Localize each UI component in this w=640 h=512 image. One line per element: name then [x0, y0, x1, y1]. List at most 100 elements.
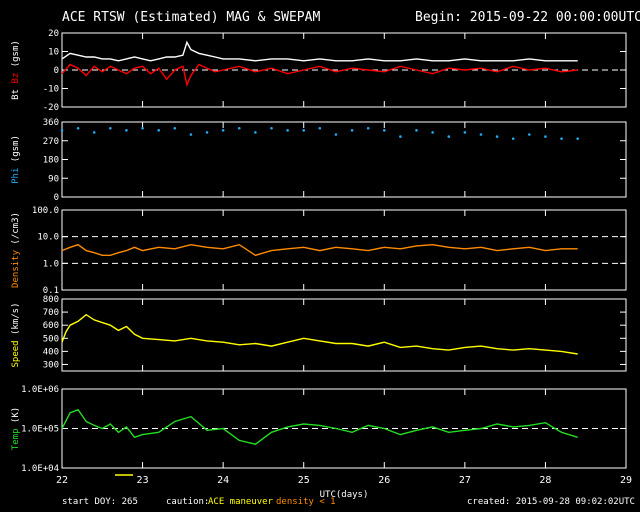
- y-tick-label: 1.0E+05: [21, 425, 59, 435]
- data-point: [544, 135, 547, 138]
- y-tick-label: 0: [54, 66, 59, 76]
- y-tick-label: 0.1: [43, 286, 59, 296]
- data-point: [463, 131, 467, 134]
- y-axis-label-part: Temp: [11, 429, 21, 451]
- x-tick-label: 27: [459, 475, 471, 486]
- data-point: [382, 129, 386, 132]
- y-axis-label-part: (/cm3): [11, 212, 21, 250]
- y-axis-label: Speed (km/s): [11, 302, 21, 367]
- data-point: [528, 133, 531, 136]
- y-tick-label: 90: [48, 174, 59, 184]
- data-point: [270, 126, 273, 130]
- y-tick-label: 1.0: [43, 259, 59, 269]
- data-point: [173, 126, 177, 130]
- x-tick-label: 25: [298, 475, 310, 486]
- data-point: [350, 129, 354, 132]
- data-point: [189, 133, 193, 136]
- data-point: [479, 133, 483, 136]
- data-point: [237, 126, 241, 130]
- panel-speed: 800 700 600 500 400 300 Speed (km/s): [11, 295, 627, 372]
- data-point: [254, 131, 257, 134]
- y-tick-label: 10.0: [37, 233, 59, 243]
- x-tick-label: 29: [620, 475, 632, 486]
- data-point: [560, 137, 563, 140]
- y-tick-label: 1.0E+04: [21, 464, 59, 474]
- y-tick-label: 500: [43, 334, 59, 344]
- y-tick-label: 0: [54, 193, 59, 203]
- x-axis-label: UTC(days): [320, 490, 369, 500]
- chart-title: ACE RTSW (Estimated) MAG & SWEPAM: [62, 10, 321, 25]
- y-tick-label: 800: [43, 295, 59, 305]
- y-tick-label: 10: [48, 48, 59, 58]
- data-point: [366, 126, 370, 130]
- data-point: [495, 135, 499, 138]
- data-point: [431, 131, 434, 134]
- data-series-speed: [61, 313, 578, 355]
- data-point: [60, 129, 64, 132]
- data-point: [205, 131, 209, 134]
- panel-frame: [61, 121, 627, 198]
- y-tick-label: 100.0: [32, 206, 59, 216]
- y-tick-label: 360: [43, 118, 59, 128]
- data-point: [576, 137, 579, 140]
- x-tick-label: 23: [137, 475, 149, 486]
- y-axis-label-part: (gsm): [11, 135, 21, 168]
- y-axis-label: Density (/cm3): [11, 212, 21, 288]
- data-point: [141, 126, 144, 130]
- y-tick-label: 300: [43, 360, 59, 370]
- data-point: [109, 126, 112, 130]
- y-axis-label-part: Bt: [11, 89, 21, 100]
- panel-magnetic-field: 20 10 0 -10 -20 Bt Bz (gsm): [11, 29, 627, 113]
- panel-phi: 360 270 180 90 0 Phi (gsm): [11, 118, 627, 203]
- created-time: created: 2015-09-28 09:02:02UTC: [467, 497, 635, 507]
- y-axis-label-part: Speed: [11, 340, 21, 367]
- x-tick-label: 28: [539, 475, 551, 486]
- data-point: [286, 129, 289, 132]
- data-point: [302, 129, 306, 132]
- x-tick-label: 24: [217, 475, 229, 486]
- y-axis-label-part: Density: [11, 249, 21, 288]
- y-axis-label-part: Phi: [11, 168, 21, 184]
- y-axis-label: Phi (gsm): [11, 135, 21, 184]
- y-axis-label: Temp (K): [11, 407, 21, 450]
- x-tick-label: 22: [56, 475, 68, 486]
- y-tick-label: 600: [43, 321, 59, 331]
- y-axis-label-part: (gsm): [11, 40, 21, 73]
- y-tick-label: 1.0E+06: [21, 385, 59, 395]
- y-tick-label: -20: [43, 103, 59, 113]
- y-tick-label: 20: [48, 29, 59, 39]
- data-point: [318, 126, 322, 130]
- maneuver-label: ACE maneuver: [208, 497, 274, 507]
- y-tick-label: 270: [43, 137, 59, 147]
- data-series-bt: [61, 40, 578, 62]
- data-point: [157, 129, 160, 132]
- data-point: [447, 135, 451, 138]
- panel-frame: [61, 298, 627, 372]
- x-tick-label: 26: [378, 475, 390, 486]
- density-caution-label: density < 1: [276, 497, 336, 507]
- y-axis-label-part: (km/s): [11, 302, 21, 340]
- data-point: [221, 129, 225, 132]
- panel-temperature: 1.0E+06 1.0E+05 1.0E+04 Temp (K) 22 23 24 25 26 2…: [11, 385, 632, 500]
- data-point: [125, 129, 128, 132]
- y-tick-label: 400: [43, 347, 59, 357]
- caution-label: caution:: [166, 497, 210, 507]
- data-point: [399, 135, 402, 138]
- data-point: [76, 126, 80, 130]
- y-tick-label: 180: [43, 156, 59, 166]
- data-series-density: [61, 243, 578, 257]
- y-axis-label: Bt Bz (gsm): [11, 40, 21, 100]
- begin-time: Begin: 2015-09-22 00:00:00UTC: [415, 10, 640, 25]
- data-series-temp: [61, 408, 578, 445]
- y-axis-label-part: (K): [11, 407, 21, 429]
- data-point: [92, 131, 96, 134]
- y-tick-label: -10: [43, 85, 59, 95]
- y-axis-label-part: Bz: [11, 73, 21, 89]
- y-tick-label: 700: [43, 308, 59, 318]
- start-doy: start DOY: 265: [62, 497, 138, 507]
- panel-density: 100.0 10.0 1.0 0.1 Density (/cm3): [11, 206, 627, 296]
- data-point: [334, 133, 338, 136]
- data-point: [415, 129, 418, 132]
- data-point: [511, 137, 515, 140]
